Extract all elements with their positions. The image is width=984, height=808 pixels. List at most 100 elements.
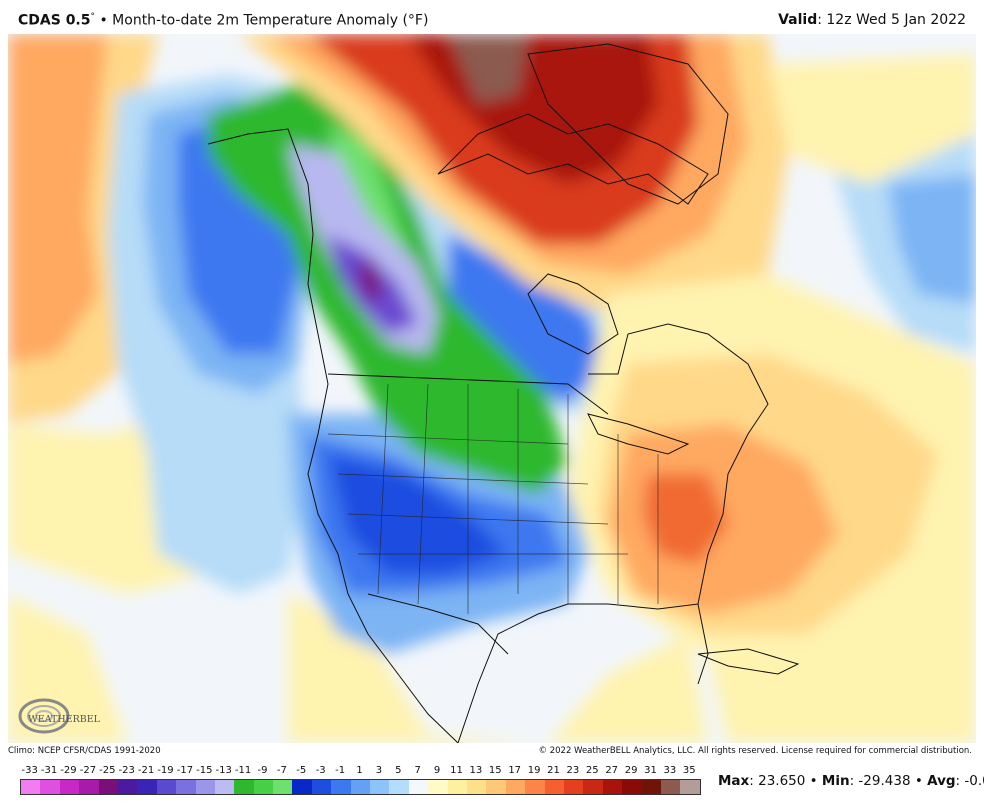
logo-text: WEATHERBELL xyxy=(28,714,100,725)
scale-tick-label: 21 xyxy=(547,765,560,776)
scale-tick-label: 27 xyxy=(605,765,619,776)
scale-tick-label: 19 xyxy=(527,765,541,776)
scale-swatch xyxy=(156,780,177,794)
anomaly-region-sky_blue xyxy=(888,174,976,304)
scale-swatch xyxy=(680,780,700,794)
scale-swatch xyxy=(370,780,390,794)
scale-swatch xyxy=(40,780,60,794)
map-subtitle: Month-to-date 2m Temperature Anomaly (°F… xyxy=(112,12,429,29)
canada-us-border xyxy=(327,373,609,415)
scale-swatch xyxy=(234,780,254,794)
scale-tick-label: -23 xyxy=(118,765,135,776)
west-coast-line xyxy=(207,128,459,743)
avg-value: : -0.069 xyxy=(955,773,984,789)
scale-tick-label: 11 xyxy=(450,765,463,776)
scale-tick-label: -5 xyxy=(296,765,307,776)
anomaly-map-svg xyxy=(8,34,976,743)
footer: Climo: NCEP CFSR/CDAS 1991-2020 © 2022 W… xyxy=(8,743,976,759)
scale-swatch xyxy=(137,780,157,794)
scale-swatch xyxy=(195,780,215,794)
anomaly-region-light_yellow xyxy=(288,594,708,743)
scale-swatch xyxy=(505,780,526,794)
scale-tick-label: 1 xyxy=(356,765,363,776)
scale-tick-label: 15 xyxy=(488,765,502,776)
anomaly-region-light_yellow xyxy=(768,54,976,184)
boundary-1 xyxy=(327,433,569,445)
scale-tick-label: -9 xyxy=(257,765,268,776)
scale-tick-label: 23 xyxy=(566,765,580,776)
scale-bar xyxy=(20,779,701,795)
scale-swatch xyxy=(214,780,235,794)
scale-swatch xyxy=(292,780,312,794)
scale-tick-label: -7 xyxy=(276,765,287,776)
scale-tick-label: -17 xyxy=(176,765,194,776)
valid-label: Valid xyxy=(778,12,818,28)
scale-swatch xyxy=(428,780,448,794)
anomaly-region-dark_purple xyxy=(360,259,383,302)
east-coast-line xyxy=(588,323,769,605)
color-scale: -33 -31 -29 -27 -25 -23 -21 -19 -17 -15 -13 -11 -9 -7… xyxy=(8,762,708,802)
header: CDAS 0.5° • Month-to-date 2m Temperature… xyxy=(0,0,984,34)
anomaly-region-blue xyxy=(448,234,608,404)
scale-swatch xyxy=(563,780,584,794)
valid-time: Valid: 12z Wed 5 Jan 2022 xyxy=(778,12,966,28)
min-value: : -29.438 xyxy=(849,773,911,789)
title-bullet: • xyxy=(99,12,108,29)
gulf-coast-line xyxy=(457,603,709,743)
scale-tick-label: 7 xyxy=(414,765,421,776)
copyright-note: © 2022 WeatherBELL Analytics, LLC. All r… xyxy=(538,746,972,756)
scale-tick-label: -19 xyxy=(157,765,174,776)
scale-swatch xyxy=(176,780,196,794)
scale-swatch xyxy=(602,780,623,794)
degree-symbol: ° xyxy=(90,12,96,22)
scale-tick-label: 29 xyxy=(624,765,638,776)
anomaly-region-orange xyxy=(8,34,108,364)
scale-swatch xyxy=(544,780,564,794)
valid-value: : 12z Wed 5 Jan 2022 xyxy=(817,12,966,28)
scale-tick-label: -33 xyxy=(21,765,38,776)
anomaly-region-light_green xyxy=(328,124,408,264)
scale-swatch xyxy=(117,780,138,794)
scale-swatch xyxy=(525,780,545,794)
scale-tick-label: 35 xyxy=(682,765,696,776)
scale-swatch xyxy=(253,780,274,794)
anomaly-map xyxy=(8,34,976,743)
scale-swatch xyxy=(273,780,293,794)
anomaly-region-red_orange xyxy=(643,474,728,564)
scale-swatch xyxy=(389,780,409,794)
scale-swatch xyxy=(98,780,118,794)
scale-tick-label: -31 xyxy=(40,765,58,776)
scale-tick-label: 5 xyxy=(395,765,402,776)
scale-swatch xyxy=(331,780,351,794)
scale-swatch xyxy=(311,780,332,794)
scale-tick-label: 31 xyxy=(644,765,657,776)
scale-tick-label: 3 xyxy=(375,765,383,776)
scale-swatch xyxy=(583,780,603,794)
scale-tick-label: 13 xyxy=(469,765,483,776)
scale-tick-label: 17 xyxy=(508,765,522,776)
scale-swatch xyxy=(622,780,642,794)
anomaly-region-brown xyxy=(448,34,528,104)
field-stats: Max: 23.650 • Min: -29.438 • Avg: -0.069 xyxy=(718,773,984,789)
scale-tick-label: -21 xyxy=(137,765,155,776)
us-mexico-border xyxy=(367,593,509,655)
scale-tick-label: -25 xyxy=(99,765,116,776)
scale-swatch xyxy=(21,780,41,794)
scale-swatch xyxy=(641,780,661,794)
scale-swatch xyxy=(660,780,681,794)
model-name: CDAS 0.5 xyxy=(18,12,91,29)
scale-swatch xyxy=(79,780,99,794)
stats-sep-2: • xyxy=(914,773,923,789)
stats-sep-1: • xyxy=(809,773,818,789)
scale-tick-label: 25 xyxy=(585,765,599,776)
scale-swatch xyxy=(447,780,467,794)
scale-tick-label: -27 xyxy=(79,765,97,776)
boundary-5 xyxy=(377,383,389,595)
scale-tick-label: 33 xyxy=(663,765,677,776)
anomaly-field xyxy=(8,34,976,743)
scale-swatch xyxy=(59,780,80,794)
coastlines xyxy=(207,43,800,743)
boundary-3 xyxy=(347,513,609,525)
scale-tick-label: -29 xyxy=(60,765,77,776)
map-title: CDAS 0.5° • Month-to-date 2m Temperature… xyxy=(18,12,428,29)
